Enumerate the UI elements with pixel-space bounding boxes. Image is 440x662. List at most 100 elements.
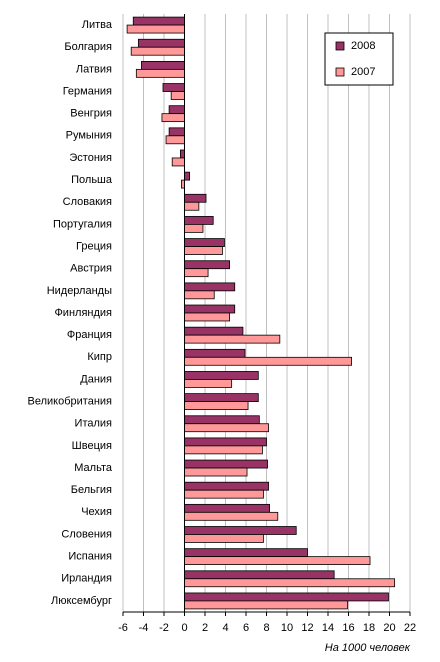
x-tick-label: -2: [159, 622, 169, 634]
legend: 2008 2007: [324, 32, 394, 86]
y-tick-label: Швеция: [72, 440, 112, 452]
bar: [168, 127, 185, 137]
y-tick-label: Португалия: [53, 218, 112, 230]
bar: [184, 193, 207, 203]
bar: [184, 511, 279, 521]
bar: [184, 445, 263, 455]
bar: [184, 260, 230, 270]
bar: [184, 534, 264, 543]
x-tick-label: 14: [322, 622, 334, 634]
bar: [141, 60, 185, 70]
y-tick-label: Болгария: [64, 41, 112, 53]
y-tick-label: Франция: [67, 329, 112, 341]
x-tick-label: 22: [404, 622, 416, 634]
y-tick-label: Кипр: [87, 351, 112, 363]
bar: [130, 46, 185, 56]
bar: [184, 556, 371, 566]
y-tick-label: Литва: [82, 19, 113, 31]
y-tick-label: Финляндия: [54, 307, 112, 319]
bar: [184, 371, 259, 380]
bar: [184, 224, 204, 233]
x-tick-label: 4: [222, 622, 228, 634]
bar: [179, 149, 185, 159]
x-tick-label: -4: [139, 622, 149, 634]
bar: [184, 600, 348, 610]
bar: [162, 83, 185, 92]
y-tick-label: Германия: [63, 85, 112, 97]
y-tick-label: Италия: [75, 418, 113, 430]
bar: [184, 348, 246, 358]
legend-label: 2008: [351, 40, 375, 52]
x-tick-label: 8: [263, 622, 269, 634]
bar: [126, 24, 185, 34]
x-tick-label: 20: [383, 622, 395, 634]
x-tick-label: 16: [342, 622, 354, 634]
bar: [184, 459, 268, 469]
legend-label: 2007: [351, 66, 375, 78]
y-tick-label: Мальта: [74, 462, 113, 474]
y-tick-label: Румыния: [66, 130, 112, 142]
y-tick-label: Греция: [76, 240, 112, 252]
bar: [184, 216, 214, 225]
x-axis-title: На 1000 человек: [325, 642, 411, 654]
x-tick-label: 18: [363, 622, 375, 634]
bar: [171, 157, 185, 167]
y-tick-label: Нидерланды: [47, 285, 112, 297]
bar: [184, 592, 389, 602]
x-tick-label: 6: [243, 622, 249, 634]
bar: [184, 489, 264, 499]
bar: [165, 135, 185, 145]
x-tick-label: 2: [202, 622, 208, 634]
x-tick-label: -6: [118, 622, 128, 634]
bar: [184, 356, 352, 366]
y-tick-label: Словакия: [63, 196, 112, 208]
bar: [184, 201, 200, 211]
bar: [168, 105, 185, 115]
bar: [184, 467, 248, 477]
y-tick-label: Испания: [68, 551, 112, 563]
bar: [170, 91, 185, 100]
x-tick-label: 10: [281, 622, 293, 634]
bar: [184, 238, 225, 247]
bar: [184, 326, 244, 336]
y-tick-label: Бельгия: [71, 484, 112, 496]
legend-swatch: [335, 67, 345, 77]
y-tick-label: Польша: [71, 174, 113, 186]
x-tick-label: 0: [181, 622, 187, 634]
bar: [184, 304, 236, 314]
bar: [184, 171, 191, 181]
y-tick-label: Дания: [80, 373, 112, 385]
bar: [184, 401, 249, 410]
bar: [184, 379, 233, 388]
y-tick-label: Эстония: [69, 152, 112, 164]
bar: [184, 268, 209, 278]
bar: [184, 423, 269, 433]
bar: [184, 578, 396, 588]
bar: [184, 503, 270, 513]
y-tick-label: Чехия: [81, 506, 112, 518]
bar: [161, 113, 185, 123]
y-tick-label: Латвия: [76, 63, 112, 75]
bar: [184, 282, 236, 292]
y-tick-label: Великобритания: [28, 395, 113, 407]
bar: [184, 548, 308, 558]
y-tick-label: Люксембург: [51, 595, 112, 607]
x-tick-label: 12: [301, 622, 313, 634]
legend-swatch: [335, 41, 345, 51]
y-tick-label: Ирландия: [61, 573, 112, 585]
bar: [184, 334, 281, 344]
bar: [137, 38, 185, 48]
bar: [184, 290, 215, 300]
bar: [184, 570, 335, 580]
bar: [184, 393, 259, 402]
bar: [135, 68, 185, 78]
bar: [184, 312, 230, 322]
bar: [184, 246, 223, 255]
y-tick-label: Словения: [61, 528, 112, 540]
y-tick-label: Венгрия: [70, 108, 112, 120]
bar: [184, 437, 267, 447]
bar: [184, 526, 297, 535]
y-tick-label: Австрия: [70, 263, 112, 275]
bar: [184, 415, 260, 425]
